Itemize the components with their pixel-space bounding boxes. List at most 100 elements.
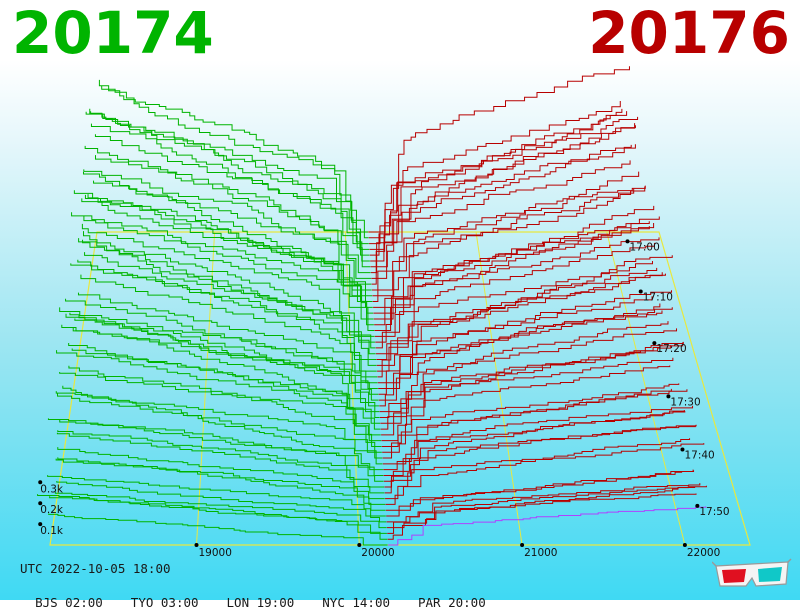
asks-series (368, 66, 707, 546)
ask-depth-line (377, 255, 673, 378)
bid-depth-line (57, 393, 383, 465)
ask-depth-line (382, 383, 680, 459)
bid-depth-line (56, 481, 386, 517)
bid-depth-line (57, 447, 385, 500)
time-tick-mark (666, 394, 671, 399)
tz-bjs: BJS 02:00 (35, 595, 103, 610)
time-tick-mark (638, 289, 643, 294)
tz-tyo: TYO 03:00 (130, 595, 199, 610)
bid-depth-line (93, 180, 372, 291)
bid-depth-line (87, 194, 374, 326)
ask-depth-line (380, 328, 678, 430)
ask-depth-line (378, 303, 661, 401)
ask-depth-line (376, 267, 658, 361)
ask-depth-line (380, 342, 684, 424)
bid-depth-line (90, 111, 370, 250)
ask-depth-line (368, 66, 630, 239)
ask-depth-line (379, 321, 669, 418)
bid-depth-line (47, 418, 384, 476)
x-tick-mark (520, 543, 525, 547)
bid-depth-line (83, 215, 373, 297)
bid-depth-line (73, 190, 375, 332)
ask-depth-line (382, 405, 694, 465)
ask-depth-line (373, 205, 655, 314)
bid-depth-line (59, 419, 384, 482)
time-tick-label: 17:50 (699, 506, 729, 518)
bid-depth-line (68, 365, 383, 459)
bid-price: 20174 (12, 0, 214, 67)
bid-depth-line (68, 343, 382, 442)
z-tick-mark (38, 480, 43, 485)
z-tick-label: 0.2k (40, 504, 64, 516)
ask-depth-line (372, 188, 635, 297)
ask-depth-line (376, 296, 653, 366)
bid-depth-line (81, 198, 374, 314)
bid-depth-line (49, 496, 388, 540)
ask-depth-line (386, 469, 694, 517)
ask-depth-line (373, 186, 646, 308)
tz-lon: LON 19:00 (226, 595, 295, 610)
bid-depth-line (72, 327, 381, 430)
time-tick-label: 17:00 (629, 241, 659, 253)
ask-depth-line (374, 216, 660, 332)
ask-depth-line (368, 101, 621, 233)
time-tick-mark (695, 503, 700, 508)
bid-depth-line (94, 134, 371, 268)
ask-depth-line (372, 185, 646, 303)
ask-depth-line (370, 160, 631, 274)
ask-depth-line (370, 144, 636, 262)
bid-depth-line (48, 513, 388, 546)
time-tick-mark (680, 447, 685, 452)
bid-depth-line (61, 324, 380, 418)
bid-depth-line (54, 491, 387, 529)
bid-depth-line (95, 155, 371, 274)
utc-timestamp: UTC 2022-10-05 18:00 (20, 561, 171, 576)
ask-depth-line (385, 443, 705, 505)
ask-depth-line (377, 272, 663, 384)
time-tick-label: 17:40 (684, 450, 714, 462)
z-tick-mark (38, 501, 43, 506)
anaglyph-3d-glasses-icon (712, 558, 792, 587)
ask-depth-line (370, 144, 632, 268)
bid-depth-line (83, 231, 375, 343)
x-tick-label: 19000 (199, 547, 232, 559)
ask-depth-line (381, 365, 671, 442)
ask-depth-line (385, 425, 696, 500)
ask-price: 20176 (588, 0, 790, 67)
bid-depth-line (65, 313, 380, 413)
ask-depth-line (383, 411, 686, 482)
ask-depth-line (384, 438, 691, 494)
bid-depth-line (101, 85, 369, 233)
time-tick-mark (625, 239, 630, 244)
ask-depth-line (369, 125, 636, 256)
x-tick-mark (682, 543, 687, 547)
time-tick-label: 17:20 (656, 343, 686, 355)
bid-depth-line (90, 123, 370, 256)
bid-depth-line (57, 430, 385, 494)
floor-outline (49, 231, 751, 546)
ask-depth-line (381, 345, 672, 436)
ask-depth-line (387, 485, 707, 540)
bid-depth-line (84, 252, 376, 349)
bid-depth-line (82, 171, 373, 303)
ask-depth-line (373, 221, 650, 320)
axis-labels: 19000 20000 21000 22000 17:00 17:10 17:20 17:30… (38, 239, 730, 559)
bid-depth-line (71, 212, 374, 320)
tz-par: PAR 20:00 (418, 595, 486, 610)
bid-depth-line (82, 239, 377, 366)
bid-depth-line (89, 108, 370, 262)
tz-nyc: NYC 14:00 (322, 595, 390, 610)
x-tick-label: 20000 (361, 547, 394, 559)
ask-depth-line (387, 493, 697, 534)
bid-depth-line (71, 348, 381, 424)
bid-depth-line (57, 457, 386, 511)
ask-depth-line (375, 242, 655, 355)
ask-depth-line (375, 237, 660, 343)
bid-depth-line (59, 307, 379, 401)
bids-series (37, 79, 388, 546)
ask-depth-line (382, 357, 674, 453)
ask-depth-line (386, 483, 701, 523)
x-tick-label: 21000 (524, 547, 557, 559)
bid-depth-line (56, 350, 381, 436)
